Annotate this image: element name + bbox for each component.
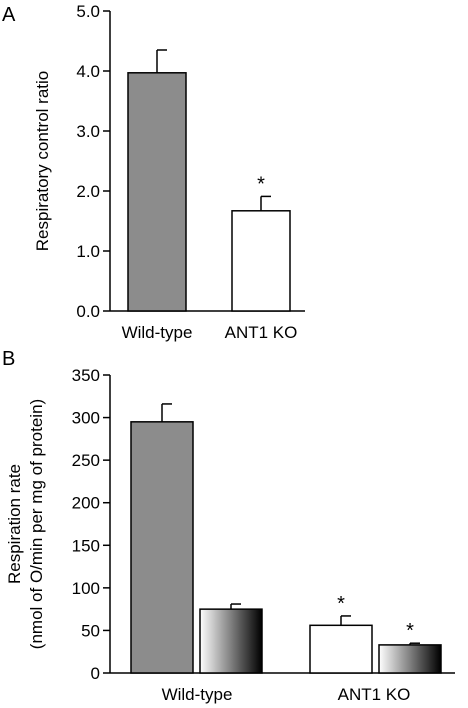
panel-a-y-ticks: 0.0 1.0 2.0 3.0 4.0 5.0 (76, 2, 110, 321)
panel-b-wild-type-series-2-bar (199, 608, 263, 674)
panel-b-ant1-ko-series-2-bar (378, 644, 442, 674)
panel-b-y-axis-title-line-1: Respiration rate (5, 464, 24, 584)
panel-a-y-tick-label-3-0: 3.0 (76, 122, 100, 141)
panel-b-y-tick-label-100: 100 (72, 579, 100, 598)
panel-a-y-axis-title: Respiratory control ratio (33, 71, 52, 251)
panel-b-y-tick-label-250: 250 (72, 451, 100, 470)
panel-b-y-axis-title-line-2: (nmol of O/min per mg of protein) (27, 399, 46, 649)
panel-b-category-label-ant1-ko: ANT1 KO (338, 685, 411, 704)
panel-a-y-tick-label-5-0: 5.0 (76, 2, 100, 21)
panel-a-bars: * (127, 49, 291, 312)
panel-b-ant1-ko-series-1-significance-marker: * (337, 593, 345, 615)
panel-a-category-label-wild-type: Wild-type (122, 323, 193, 342)
panel-b-ant1-ko-series-2-significance-marker: * (406, 620, 414, 642)
panel-b-letter: B (2, 348, 15, 370)
panel-a-ant1-ko-significance-marker: * (257, 173, 265, 195)
panel-a-ant1-ko-bar (231, 210, 291, 312)
panel-b-category-label-wild-type: Wild-type (162, 685, 233, 704)
panel-b-y-tick-label-350: 350 (72, 366, 100, 385)
panel-b-y-tick-label-300: 300 (72, 409, 100, 428)
panel-b-bars: ** (130, 403, 442, 674)
panel-b-y-tick-label-200: 200 (72, 494, 100, 513)
panel-b-y-tick-label-0: 0 (91, 664, 100, 683)
panel-a-y-tick-label-2-0: 2.0 (76, 182, 100, 201)
panel-a: A 0.0 1.0 2.0 3.0 4.0 5.0 * Respiratory contr… (2, 2, 305, 342)
panel-b-y-ticks: 0 50 100 150 200 250 300 350 (72, 366, 110, 683)
panel-b-y-tick-label-50: 50 (81, 621, 100, 640)
panel-b-y-tick-label-150: 150 (72, 536, 100, 555)
panel-a-wild-type-bar (127, 72, 187, 312)
panel-a-y-tick-label-4-0: 4.0 (76, 62, 100, 81)
panel-a-y-tick-label-1-0: 1.0 (76, 242, 100, 261)
panel-a-category-label-ant1-ko: ANT1 KO (225, 323, 298, 342)
panel-a-letter: A (2, 4, 16, 26)
panel-b-wild-type-series-1-bar (130, 421, 194, 674)
panel-b-ant1-ko-series-1-bar (309, 624, 373, 674)
panel-a-y-tick-label-0-0: 0.0 (76, 302, 100, 321)
